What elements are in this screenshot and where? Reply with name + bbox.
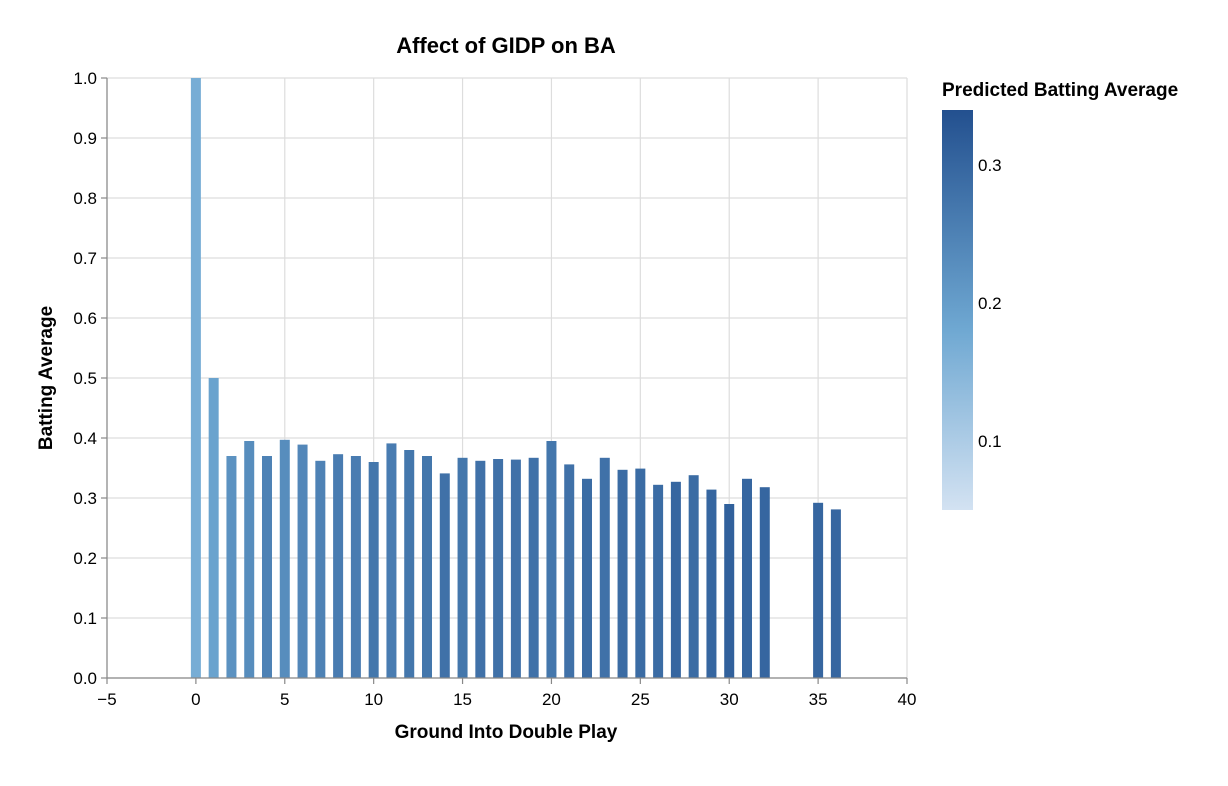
bar bbox=[617, 469, 628, 678]
bar bbox=[688, 475, 699, 678]
bar bbox=[599, 457, 610, 678]
legend-title: Predicted Batting Average bbox=[942, 80, 1178, 101]
bar bbox=[564, 464, 575, 678]
bar bbox=[208, 378, 219, 678]
bar bbox=[813, 502, 824, 678]
bar bbox=[653, 484, 664, 678]
chart-title: Affect of GIDP on BA bbox=[396, 33, 616, 58]
x-tick-label: 40 bbox=[898, 690, 917, 709]
bar bbox=[244, 441, 255, 678]
x-tick-label: 20 bbox=[542, 690, 561, 709]
x-axis-title: Ground Into Double Play bbox=[395, 722, 618, 743]
legend-gradient-bar bbox=[942, 110, 973, 510]
y-tick-label: 0.1 bbox=[73, 609, 97, 628]
x-tick-label: 5 bbox=[280, 690, 289, 709]
bar bbox=[262, 456, 272, 678]
y-tick-label: 0.3 bbox=[73, 489, 97, 508]
bar bbox=[422, 456, 432, 678]
bar bbox=[706, 489, 717, 678]
bar bbox=[350, 456, 361, 678]
bar bbox=[439, 473, 450, 678]
bar bbox=[742, 478, 752, 678]
color-legend: Predicted Batting Average 0.1 0.2 0.3 bbox=[942, 80, 1178, 510]
y-tick-label: 0.5 bbox=[73, 369, 97, 388]
x-tick-label: −5 bbox=[97, 690, 116, 709]
x-tick-label: 10 bbox=[364, 690, 383, 709]
y-tick-label: 0.2 bbox=[73, 549, 97, 568]
x-tick-label: 30 bbox=[720, 690, 739, 709]
bar bbox=[297, 444, 308, 678]
bar bbox=[635, 468, 646, 678]
bar bbox=[510, 459, 521, 678]
bar bbox=[315, 460, 326, 678]
y-tick-label: 1.0 bbox=[73, 69, 97, 88]
bar bbox=[582, 478, 592, 678]
y-tick-label: 0.7 bbox=[73, 249, 97, 268]
y-tick-label: 0.6 bbox=[73, 309, 97, 328]
bar bbox=[333, 454, 344, 678]
legend-tick-label: 0.2 bbox=[978, 294, 1002, 313]
bar bbox=[670, 481, 681, 678]
y-tick-label: 0.9 bbox=[73, 129, 97, 148]
bar bbox=[457, 457, 468, 678]
bar bbox=[528, 457, 539, 678]
bar bbox=[368, 462, 379, 678]
x-tick-label: 0 bbox=[191, 690, 200, 709]
bar bbox=[759, 487, 770, 678]
y-tick-label: 0.0 bbox=[73, 669, 97, 688]
x-tick-label: 35 bbox=[809, 690, 828, 709]
bar bbox=[546, 441, 557, 678]
bar bbox=[404, 450, 415, 678]
legend-tick-label: 0.3 bbox=[978, 156, 1002, 175]
bar bbox=[724, 504, 735, 678]
bar bbox=[475, 460, 486, 678]
bar bbox=[386, 443, 397, 678]
y-tick-label: 0.4 bbox=[73, 429, 97, 448]
y-tick-label: 0.8 bbox=[73, 189, 97, 208]
bar bbox=[226, 456, 237, 678]
x-tick-label: 25 bbox=[631, 690, 650, 709]
y-axis-title: Batting Average bbox=[36, 306, 57, 450]
bar bbox=[190, 78, 201, 678]
bar bbox=[830, 509, 841, 678]
legend-tick-label: 0.1 bbox=[978, 432, 1002, 451]
x-tick-label: 15 bbox=[453, 690, 472, 709]
legend-ticks: 0.1 0.2 0.3 bbox=[978, 156, 1002, 451]
bars bbox=[190, 78, 841, 678]
bar bbox=[493, 459, 504, 678]
bar bbox=[279, 439, 290, 678]
axes: −5 0 5 10 15 20 25 30 35 40 0.0 0.1 0.2 0.3 0.4 0.5 0.6 0… bbox=[73, 69, 916, 709]
